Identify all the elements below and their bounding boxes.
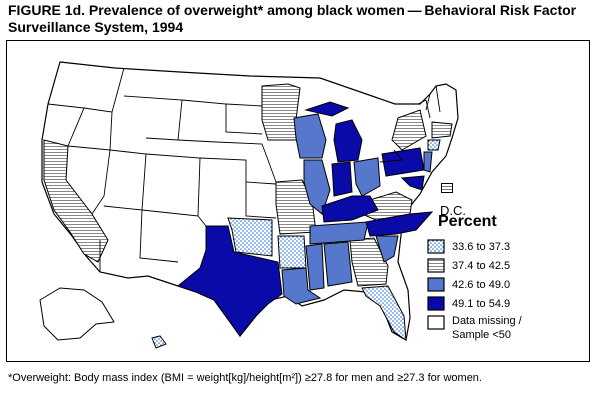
state-michigan-lower [333, 119, 363, 163]
state-pennsylvania [381, 147, 425, 177]
map-frame [6, 40, 590, 362]
state-maryland [400, 175, 425, 191]
state-alabama [323, 241, 353, 287]
category-49-1-to-54-9 [176, 101, 434, 337]
legend-title: Percent [438, 213, 497, 230]
legend-swatch-white [427, 315, 445, 330]
category-37-4-to-42-5 [43, 83, 453, 287]
state-new-jersey [423, 151, 433, 173]
legend-label-5-line2: Sample <50 [452, 329, 512, 341]
state-mississippi [305, 243, 325, 291]
state-north-carolina [365, 211, 434, 237]
state-ohio [353, 157, 381, 197]
state-california [43, 139, 109, 263]
legend-swatch-dark-blue [427, 296, 445, 311]
legend-swatch-lines [427, 258, 445, 273]
state-tennessee [309, 221, 369, 245]
legend-label-3: 42.6 to 49.0 [452, 279, 511, 291]
state-michigan-upper [304, 101, 350, 117]
category-33-6-to-37-3 [151, 139, 441, 349]
state-south-carolina [375, 235, 399, 263]
state-indiana [331, 161, 353, 197]
state-kentucky [321, 195, 379, 223]
dc-label: D.C. [440, 203, 466, 218]
state-minnesota [261, 83, 301, 141]
state-georgia [349, 237, 389, 287]
state-borders [47, 67, 441, 272]
legend-swatch-medium-blue [427, 277, 445, 292]
state-oklahoma [227, 217, 273, 257]
state-florida [361, 285, 407, 341]
state-wisconsin [293, 113, 327, 159]
state-massachusetts [431, 121, 453, 139]
legend-label-2: 37.4 to 42.5 [452, 260, 511, 272]
figure-title: FIGURE 1d. Prevalence of overweight* amo… [8, 2, 577, 35]
state-texas [176, 225, 283, 337]
state-arkansas [277, 235, 307, 269]
state-illinois [303, 159, 331, 215]
category-42-6-to-49-0 [281, 113, 433, 305]
dc-swatch [441, 183, 453, 193]
state-new-york [391, 109, 427, 151]
legend-label-1: 33.6 to 37.3 [452, 241, 511, 253]
legend-label-5-line1: Data missing / [452, 315, 522, 327]
state-louisiana [281, 267, 322, 305]
legend-swatch-dots [427, 239, 445, 254]
footnote: *Overweight: Body mass index (BMI = weig… [8, 372, 482, 384]
legend-label-4: 49.1 to 54.9 [452, 298, 511, 310]
state-alaska [39, 287, 115, 341]
state-hawaii [151, 335, 167, 349]
state-connecticut [427, 139, 441, 151]
